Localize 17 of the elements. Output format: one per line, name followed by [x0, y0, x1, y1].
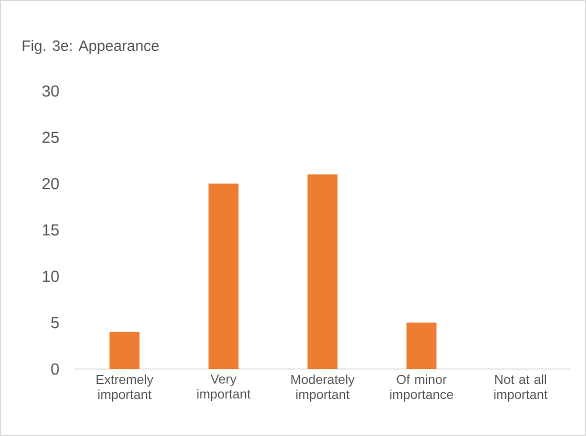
y-tick-label: 15	[42, 224, 59, 236]
x-tick-label: Of minor importance	[390, 374, 454, 402]
y-tick-label: 25	[42, 132, 59, 143]
chart-title: Fig. 3e: Appearance	[22, 40, 159, 54]
bar	[110, 332, 140, 369]
x-tick-label: Not at all important	[494, 374, 548, 402]
x-tick-label: Moderately important	[291, 374, 355, 402]
bar	[308, 174, 338, 369]
bar	[208, 184, 239, 369]
y-tick-label: 30	[42, 85, 59, 97]
y-tick-label: 5	[51, 317, 59, 328]
y-tick-label: 0	[51, 363, 59, 375]
y-tick-label: 20	[42, 178, 59, 190]
bar	[406, 322, 436, 369]
y-tick-label: 10	[42, 270, 59, 282]
x-tick-label: Very important	[197, 374, 250, 402]
x-tick-label: Extremely important	[96, 374, 154, 402]
